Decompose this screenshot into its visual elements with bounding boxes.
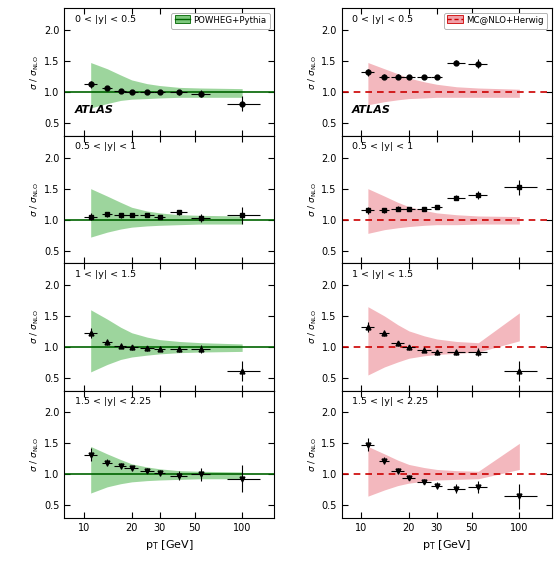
Text: 1.5 < |y| < 2.25: 1.5 < |y| < 2.25 <box>352 397 428 406</box>
Y-axis label: $\sigma$ / $\sigma_{\mathrm{NLO}}$: $\sigma$ / $\sigma_{\mathrm{NLO}}$ <box>29 55 41 89</box>
Y-axis label: $\sigma$ / $\sigma_{\mathrm{NLO}}$: $\sigma$ / $\sigma_{\mathrm{NLO}}$ <box>306 437 319 471</box>
Y-axis label: $\sigma$ / $\sigma_{\mathrm{NLO}}$: $\sigma$ / $\sigma_{\mathrm{NLO}}$ <box>29 182 41 217</box>
Text: 1 < |y| < 1.5: 1 < |y| < 1.5 <box>75 269 136 278</box>
Y-axis label: $\sigma$ / $\sigma_{\mathrm{NLO}}$: $\sigma$ / $\sigma_{\mathrm{NLO}}$ <box>29 310 41 344</box>
Text: 0.5 < |y| < 1: 0.5 < |y| < 1 <box>352 142 413 151</box>
Legend: MC@NLO+Herwig: MC@NLO+Herwig <box>444 13 547 29</box>
Text: 0 < |y| < 0.5: 0 < |y| < 0.5 <box>75 15 136 24</box>
Y-axis label: $\sigma$ / $\sigma_{\mathrm{NLO}}$: $\sigma$ / $\sigma_{\mathrm{NLO}}$ <box>306 55 319 89</box>
Text: ATLAS: ATLAS <box>75 105 114 115</box>
Text: 0.5 < |y| < 1: 0.5 < |y| < 1 <box>75 142 136 151</box>
Text: 1 < |y| < 1.5: 1 < |y| < 1.5 <box>352 269 413 278</box>
X-axis label: p$_\mathrm{T}$ [GeV]: p$_\mathrm{T}$ [GeV] <box>145 538 194 552</box>
Legend: POWHEG+Pythia: POWHEG+Pythia <box>171 13 270 29</box>
Y-axis label: $\sigma$ / $\sigma_{\mathrm{NLO}}$: $\sigma$ / $\sigma_{\mathrm{NLO}}$ <box>29 437 41 471</box>
Y-axis label: $\sigma$ / $\sigma_{\mathrm{NLO}}$: $\sigma$ / $\sigma_{\mathrm{NLO}}$ <box>306 310 319 344</box>
X-axis label: p$_\mathrm{T}$ [GeV]: p$_\mathrm{T}$ [GeV] <box>422 538 471 552</box>
Text: ATLAS: ATLAS <box>352 105 391 115</box>
Y-axis label: $\sigma$ / $\sigma_{\mathrm{NLO}}$: $\sigma$ / $\sigma_{\mathrm{NLO}}$ <box>306 182 319 217</box>
Text: 1.5 < |y| < 2.25: 1.5 < |y| < 2.25 <box>75 397 151 406</box>
Text: 0 < |y| < 0.5: 0 < |y| < 0.5 <box>352 15 413 24</box>
